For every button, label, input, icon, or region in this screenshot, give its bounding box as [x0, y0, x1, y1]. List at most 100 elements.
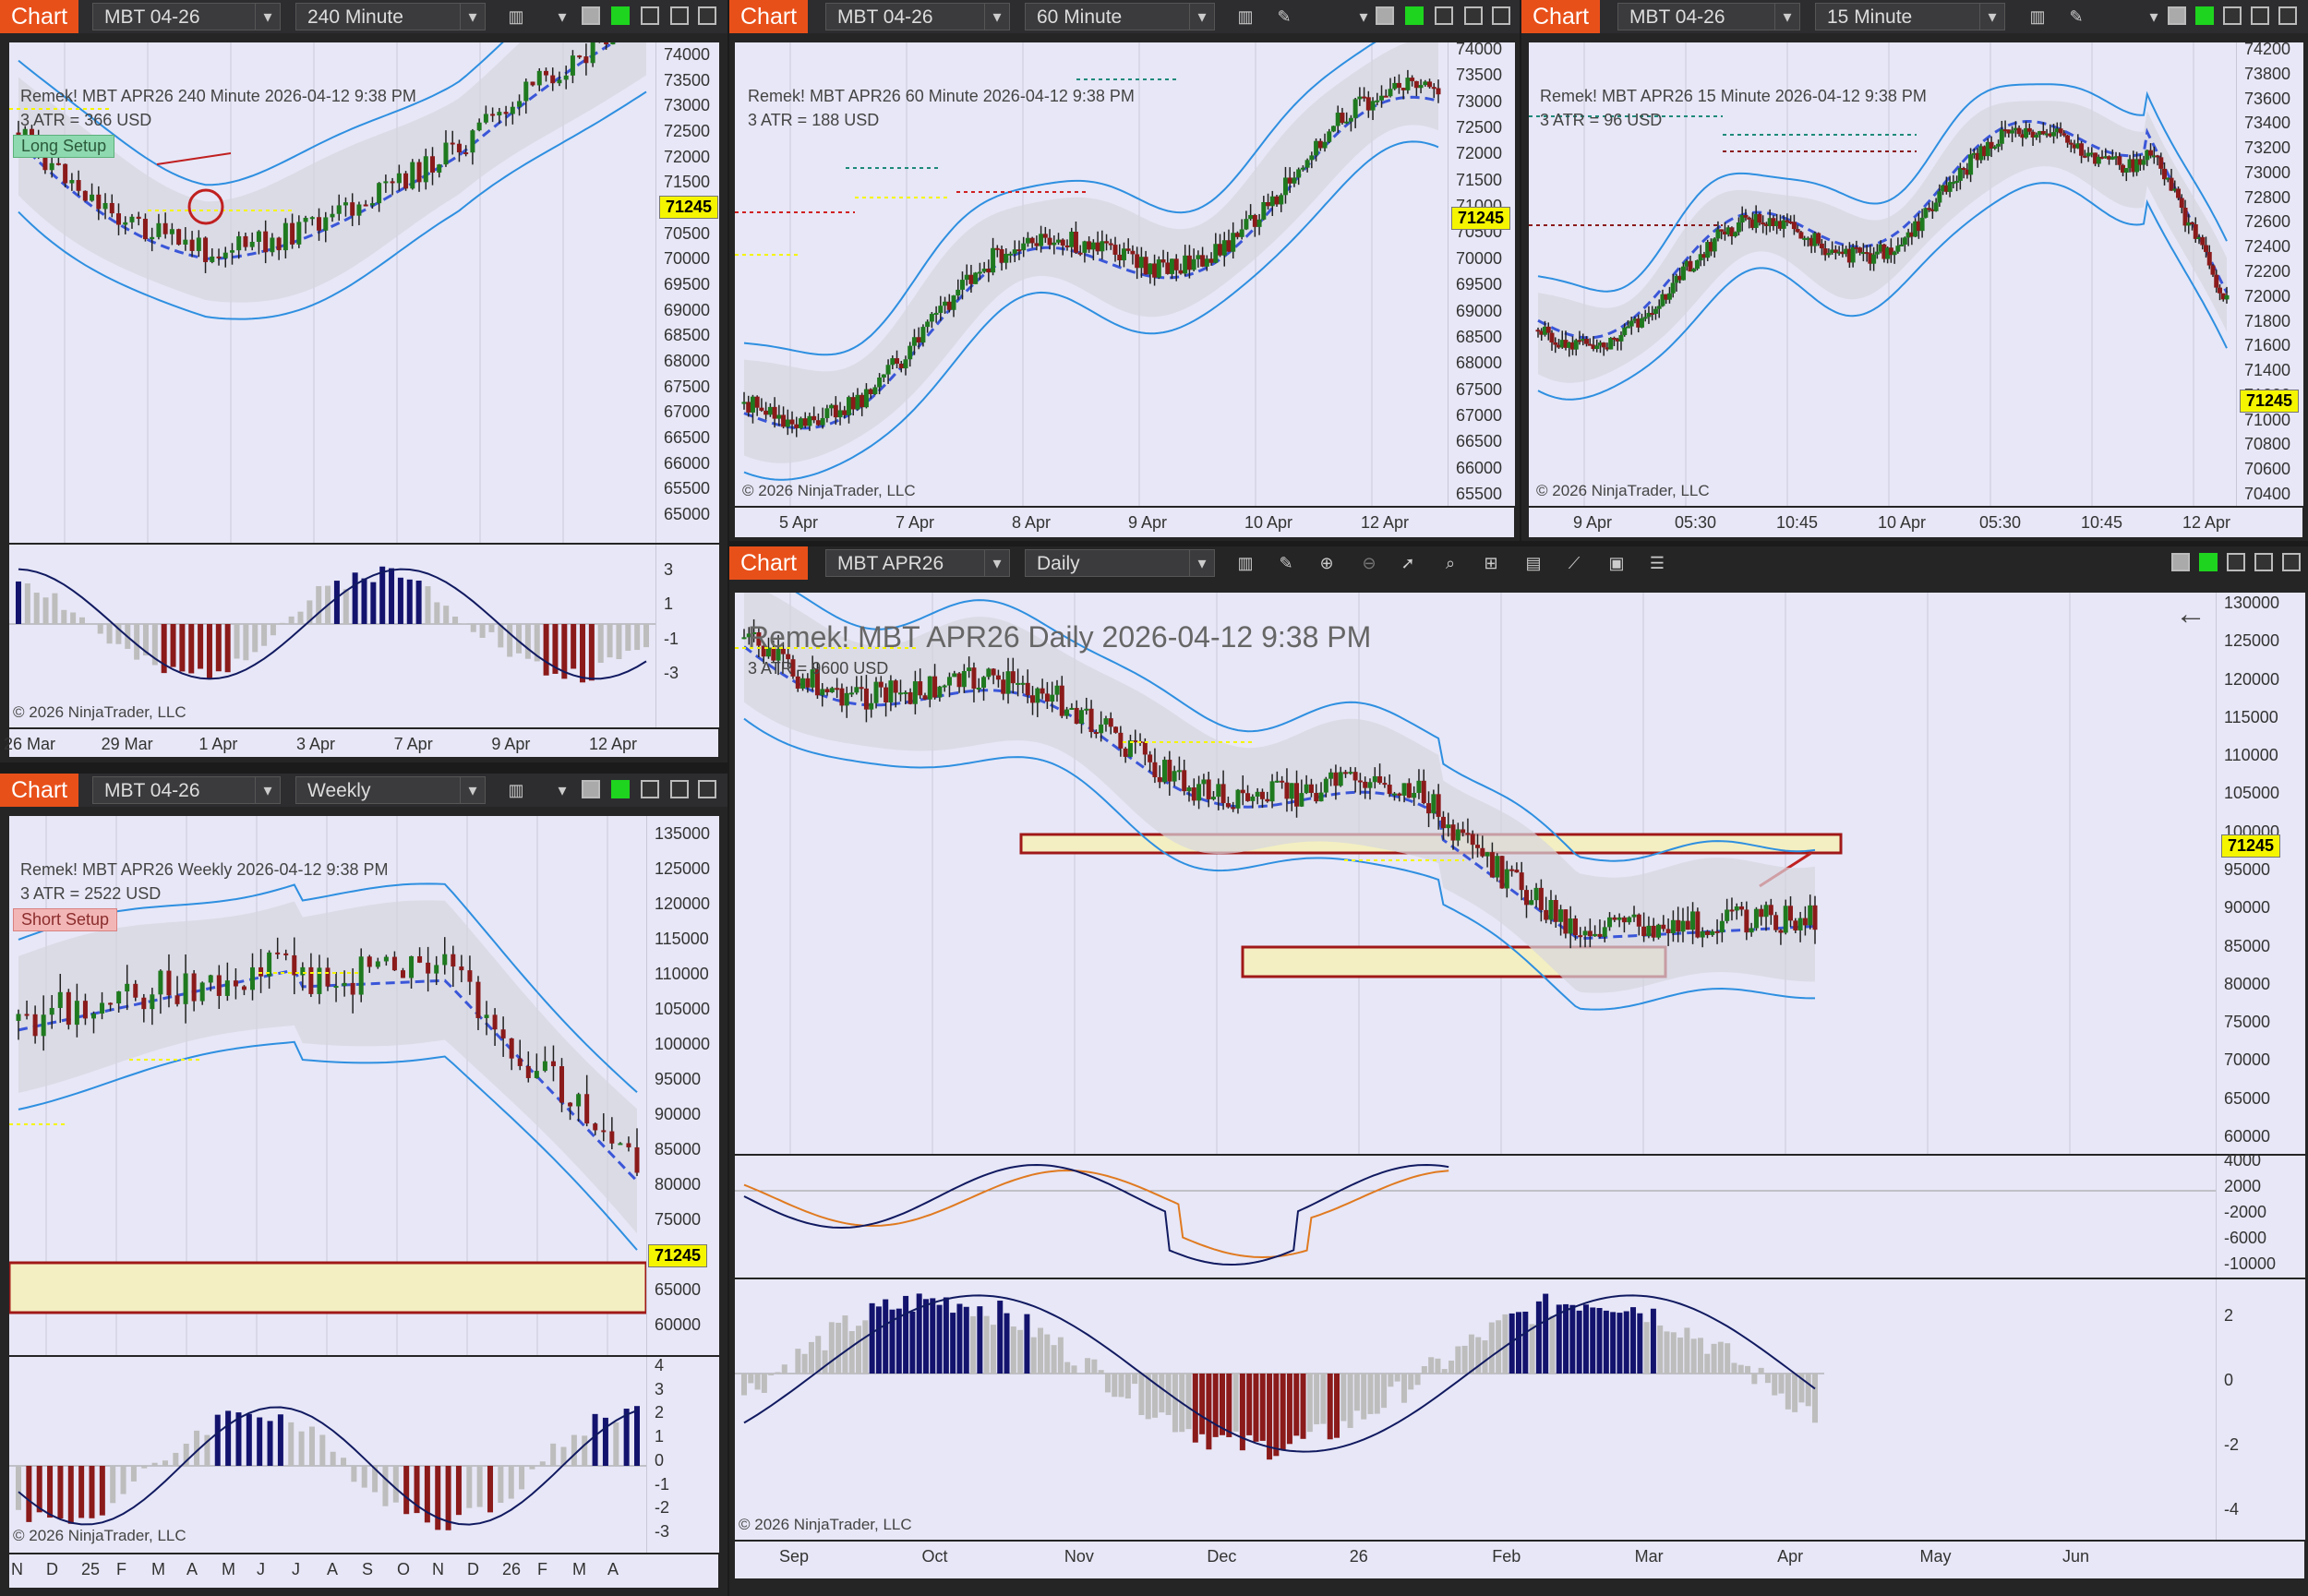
time-axis[interactable]: 9 Apr 05:30 10:45 10 Apr 05:30 10:45 12 Apr: [1529, 508, 2302, 537]
instrument-selector[interactable]: MBT 04-26: [92, 776, 262, 804]
price-axis[interactable]: 130000 125000 120000 115000 110000 105000 1000…: [2216, 593, 2305, 1154]
close-button[interactable]: [698, 780, 716, 798]
annotation-circle: [187, 188, 224, 225]
osc-axis[interactable]: 2 0 -2 -4: [2216, 1279, 2305, 1540]
maximize-button[interactable]: [2254, 553, 2273, 571]
zoom-in-icon[interactable]: ⊕: [1319, 554, 1334, 572]
chevron-down-icon[interactable]: ▾: [255, 776, 281, 804]
price-axis[interactable]: 7400073500730007250072000715007100070500…: [655, 42, 719, 543]
bar-type-icon[interactable]: ▥: [508, 781, 524, 799]
instrument-selector[interactable]: MBT 04-26: [1617, 3, 1782, 30]
bar-type-icon[interactable]: ▥: [1237, 554, 1254, 572]
chevron-down-icon[interactable]: ▾: [2149, 7, 2158, 26]
interval-selector[interactable]: Daily: [1025, 549, 1215, 577]
draw-icon[interactable]: ✎: [1279, 554, 1293, 572]
maximize-button[interactable]: [670, 6, 689, 25]
price-pane[interactable]: 7400073500730007250072000715007100070500…: [735, 40, 1515, 506]
chart-tab[interactable]: Chart: [1521, 0, 1601, 33]
histogram-bar: [319, 1434, 326, 1466]
window-gray-button[interactable]: [582, 6, 600, 25]
zoom-out-icon[interactable]: ⊖: [1362, 554, 1376, 572]
chart-tab[interactable]: Chart: [0, 0, 79, 33]
draw-icon[interactable]: ✎: [1277, 7, 1292, 26]
close-button[interactable]: [2282, 553, 2301, 571]
chart-tab[interactable]: Chart: [729, 0, 809, 33]
pointer-icon[interactable]: ➚: [1400, 554, 1415, 572]
indicator-icon[interactable]: ▤: [1525, 554, 1542, 572]
chart-tab[interactable]: Chart: [729, 546, 809, 580]
price-pane[interactable]: 7400073500730007250072000715007100070500…: [9, 42, 719, 543]
close-button[interactable]: [1492, 6, 1510, 25]
chevron-down-icon[interactable]: ▾: [1189, 549, 1215, 577]
chevron-down-icon[interactable]: ▾: [1189, 3, 1215, 30]
maximize-button[interactable]: [1464, 6, 1483, 25]
list-icon[interactable]: ☰: [1649, 554, 1665, 572]
chevron-down-icon[interactable]: ▾: [255, 3, 281, 30]
minimize-button[interactable]: [1435, 6, 1453, 25]
histogram-bar: [1556, 1304, 1562, 1374]
candle-body: [1996, 143, 2001, 147]
chevron-down-icon[interactable]: ▾: [984, 3, 1010, 30]
price-axis[interactable]: 135000 125000 120000 115000 110000 105000 1000…: [646, 816, 719, 1355]
candle-body: [1656, 306, 1662, 309]
time-axis[interactable]: 26 Mar 29 Mar 1 Apr 3 Apr 7 Apr 9 Apr 12 Apr: [4, 729, 718, 757]
chevron-down-icon[interactable]: ▾: [1774, 3, 1800, 30]
draw-icon[interactable]: ✎: [2069, 7, 2084, 26]
window-gray-button[interactable]: [2171, 553, 2190, 571]
window-link-button[interactable]: [611, 6, 630, 25]
price-pane[interactable]: 74200 73800 73600 73400 73200 73000 72800 72600…: [1529, 40, 2303, 506]
bar-type-icon[interactable]: ▥: [2029, 7, 2046, 26]
bar-type-icon[interactable]: ▥: [508, 7, 524, 26]
chevron-down-icon[interactable]: ▾: [984, 549, 1010, 577]
chevron-down-icon[interactable]: ▾: [1979, 3, 2005, 30]
chevron-down-icon[interactable]: ▾: [460, 3, 486, 30]
macd-pane[interactable]: 4000 2000 -2000 -6000 -10000: [735, 1151, 2305, 1278]
time-axis[interactable]: 5 Apr 7 Apr 8 Apr 9 Apr 10 Apr 12 Apr: [735, 508, 1514, 537]
chevron-down-icon[interactable]: ▾: [558, 781, 567, 799]
oscillator-pane[interactable]: 2 0 -2 -4 © 2026 NinjaTrader, LLC: [735, 1279, 2305, 1540]
interval-selector[interactable]: 15 Minute: [1815, 3, 2005, 30]
window-link-button[interactable]: [2195, 6, 2214, 25]
close-button[interactable]: [698, 6, 716, 25]
minimize-button[interactable]: [2227, 553, 2245, 571]
window-gray-button[interactable]: [2168, 6, 2186, 25]
macd-axis[interactable]: 4000 2000 -2000 -6000 -10000: [2216, 1151, 2305, 1278]
data-box-icon[interactable]: ⌕: [1445, 554, 1456, 572]
chevron-down-icon[interactable]: ▾: [558, 7, 567, 26]
window-gray-button[interactable]: [582, 780, 600, 798]
chevron-down-icon[interactable]: ▾: [1359, 7, 1368, 26]
chevron-down-icon[interactable]: ▾: [460, 776, 486, 804]
maximize-button[interactable]: [2251, 6, 2269, 25]
instrument-selector[interactable]: MBT 04-26: [92, 3, 262, 30]
close-button[interactable]: [2278, 6, 2297, 25]
oscillator-pane[interactable]: 4 3 2 1 0 -1 -2 -3 © 2026 NinjaTrader, LLC: [9, 1356, 719, 1553]
instrument-selector[interactable]: MBT APR26: [825, 549, 992, 577]
minimize-button[interactable]: [641, 780, 659, 798]
back-arrow-icon[interactable]: ←: [2175, 596, 2206, 631]
minimize-button[interactable]: [2223, 6, 2242, 25]
window-link-button[interactable]: [1405, 6, 1424, 25]
interval-selector[interactable]: Weekly: [295, 776, 486, 804]
window-link-button[interactable]: [611, 780, 630, 798]
price-pane[interactable]: 130000 125000 120000 115000 110000 105000 1000…: [735, 593, 2305, 1154]
maximize-button[interactable]: [670, 780, 689, 798]
minimize-button[interactable]: [641, 6, 659, 25]
price-axis[interactable]: 7400073500730007250072000715007100070500…: [1448, 40, 1515, 506]
window-gray-button[interactable]: [1376, 6, 1394, 25]
strategy-icon[interactable]: ⟋: [1568, 554, 1581, 572]
price-pane[interactable]: 135000 125000 120000 115000 110000 105000 1000…: [9, 816, 719, 1355]
time-axis[interactable]: Sep Oct Nov Dec 26 Feb Mar Apr May Jun: [735, 1542, 2304, 1578]
interval-selector[interactable]: 240 Minute: [295, 3, 486, 30]
window-link-button[interactable]: [2199, 553, 2218, 571]
osc-axis[interactable]: 4 3 2 1 0 -1 -2 -3: [646, 1356, 719, 1553]
bar-type-icon[interactable]: ▥: [1237, 7, 1254, 26]
instrument-selector[interactable]: MBT 04-26: [825, 3, 992, 30]
chart-tab[interactable]: Chart: [0, 774, 79, 807]
osc-axis[interactable]: 3 1 -1 -3: [655, 545, 719, 727]
properties-icon[interactable]: ▣: [1608, 554, 1625, 572]
oscillator-pane[interactable]: 3 1 -1 -3 © 2026 NinjaTrader, LLC: [9, 545, 719, 727]
interval-selector[interactable]: 60 Minute: [1025, 3, 1215, 30]
template-icon[interactable]: ⊞: [1484, 554, 1498, 572]
time-axis[interactable]: N D 25 F M A M J J A S O N D 26 F M A: [9, 1554, 718, 1588]
price-axis[interactable]: 74200 73800 73600 73400 73200 73000 72800 72600…: [2236, 40, 2303, 506]
